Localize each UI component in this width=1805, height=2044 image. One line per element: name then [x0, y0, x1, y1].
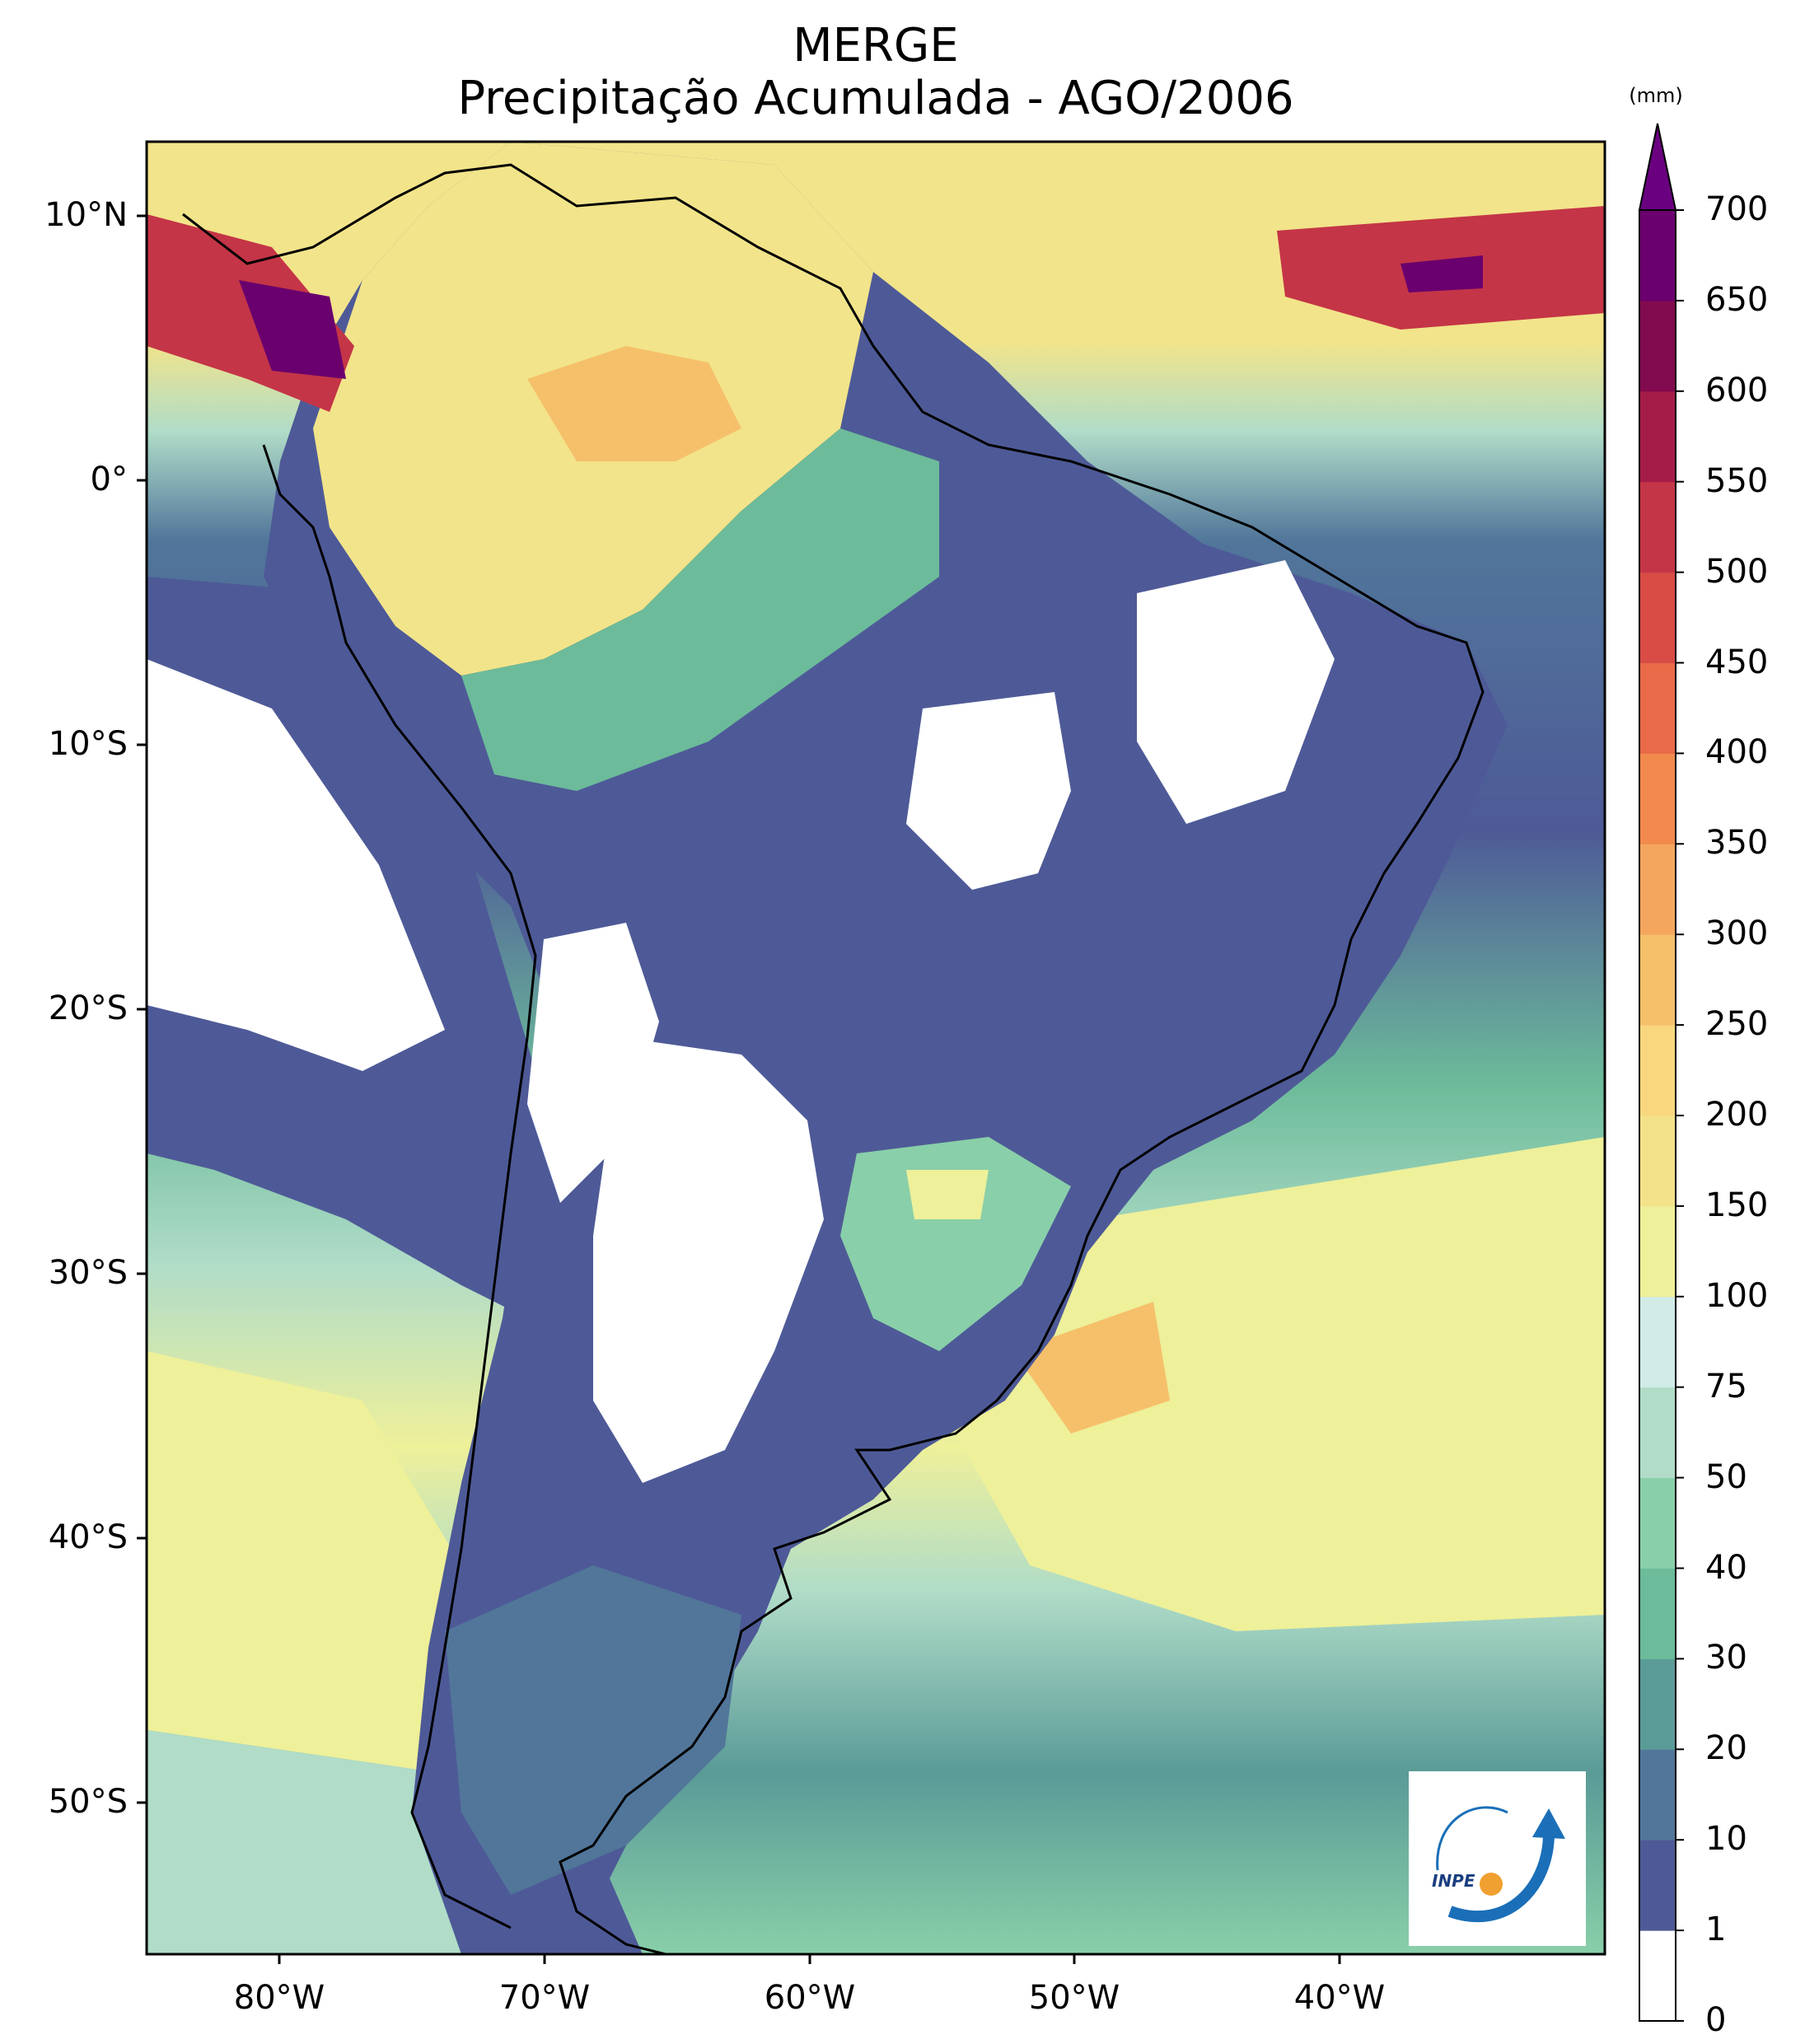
- lat-label-0: 0°: [90, 461, 128, 498]
- map-subtitle: Precipitação Acumulada - AGO/2006: [457, 72, 1294, 125]
- plot-frame: [145, 140, 1606, 1956]
- colorbar-level-label: 10: [1705, 1820, 1747, 1859]
- colorbar-swatch: [1639, 934, 1676, 1026]
- lat-label-20s: 20°S: [48, 989, 128, 1027]
- colorbar-level-label: 20: [1705, 1729, 1747, 1768]
- central-brazil-no-rain: [906, 692, 1071, 890]
- colorbar-swatch: [1639, 1658, 1676, 1750]
- lat-label-30s: 30°S: [48, 1254, 128, 1292]
- south-brazil-heavy-spot: [906, 1170, 989, 1219]
- colorbar-level-label: 150: [1705, 1186, 1769, 1224]
- lon-label-70w: 70°W: [498, 1979, 591, 2017]
- colorbar-level-label: 1: [1705, 1911, 1727, 1949]
- northeast-no-rain: [1137, 560, 1335, 824]
- colorbar-level-label: 0: [1705, 2001, 1727, 2039]
- colorbar-level-label: 100: [1705, 1276, 1769, 1315]
- coastline: [182, 163, 1485, 1954]
- colorbar-swatch: [1639, 844, 1676, 935]
- colorbar-swatch: [1639, 210, 1676, 302]
- amazon-transition: [461, 428, 939, 791]
- lon-label-40w: 40°W: [1293, 1979, 1386, 2017]
- colorbar-level-label: 40: [1705, 1548, 1747, 1587]
- lat-label-40s: 40°S: [48, 1518, 128, 1556]
- colorbar-level-label: 400: [1705, 733, 1769, 772]
- colorbar-level-label: 500: [1705, 552, 1769, 591]
- colorbar-level-label: 450: [1705, 643, 1769, 681]
- colorbar-swatch: [1639, 572, 1676, 663]
- lat-label-10s: 10°S: [48, 725, 128, 763]
- map-field: [147, 142, 1605, 1954]
- atlantic-heavy-spot: [1013, 1302, 1170, 1434]
- colorbar-swatch: [1639, 391, 1676, 483]
- colorbar-level-label: 30: [1705, 1639, 1747, 1677]
- panama-max-region: [239, 280, 346, 379]
- south-pacific-wet-band: [147, 1351, 461, 1771]
- colorbar-level-label: 300: [1705, 914, 1769, 953]
- andes-no-rain: [527, 923, 659, 1203]
- colorbar-level-label: 600: [1705, 371, 1769, 409]
- atlantic-wet-band: [956, 1137, 1605, 1631]
- pacific-no-rain-zone: [147, 659, 445, 1071]
- colorbar-level-label: 350: [1705, 824, 1769, 863]
- colorbar-swatch: [1639, 662, 1676, 754]
- colorbar-swatch: [1639, 1296, 1676, 1388]
- lon-label-50w: 50°W: [1028, 1979, 1120, 2017]
- colorbar-unit: (mm): [1629, 84, 1683, 107]
- colorbar-swatch: [1639, 1025, 1676, 1116]
- colorbar-level-label: 700: [1705, 190, 1769, 228]
- colorbar-level-label: 75: [1705, 1367, 1747, 1406]
- north-heavy-spot: [527, 346, 741, 461]
- colorbar-swatch: [1639, 1205, 1676, 1298]
- lon-label-80w: 80°W: [233, 1979, 325, 2017]
- colorbar: [1638, 123, 1684, 2022]
- colorbar-level-label: 250: [1705, 1005, 1769, 1044]
- atlantic-itcz-max: [1401, 255, 1483, 292]
- lat-label-10n: 10°N: [44, 196, 128, 234]
- colorbar-level-label: 200: [1705, 1096, 1769, 1134]
- argentina-no-rain: [593, 1038, 824, 1483]
- colorbar-swatch: [1639, 1116, 1676, 1207]
- map-title: MERGE: [793, 19, 959, 72]
- colorbar-swatch: [1639, 1568, 1676, 1659]
- south-brazil-wet: [840, 1137, 1071, 1351]
- colorbar-swatch: [1639, 1477, 1676, 1569]
- colorbar-swatch: [1639, 300, 1676, 392]
- colorbar-swatch: [1639, 481, 1676, 573]
- lon-label-60w: 60°W: [764, 1979, 856, 2017]
- colorbar-extend-arrow: [1638, 123, 1677, 211]
- colorbar-swatch: [1639, 1840, 1676, 1931]
- axis-ticks: [137, 214, 1341, 1964]
- colorbar-swatch: [1639, 1930, 1676, 2022]
- colorbar-level-label: 650: [1705, 280, 1769, 319]
- patagonia-region: [445, 1565, 741, 1895]
- colorbar-swatch: [1639, 1387, 1676, 1479]
- colorbar-swatch: [1639, 753, 1676, 844]
- colorbar-level-label: 50: [1705, 1457, 1747, 1496]
- inpe-logo: INPE: [1409, 1771, 1586, 1946]
- colorbar-swatch: [1639, 1749, 1676, 1841]
- colorbar-level-label: 550: [1705, 461, 1769, 500]
- logo-text: INPE: [1432, 1871, 1475, 1891]
- lat-label-50s: 50°S: [48, 1783, 128, 1821]
- south-pacific-moderate-band: [147, 1730, 461, 1954]
